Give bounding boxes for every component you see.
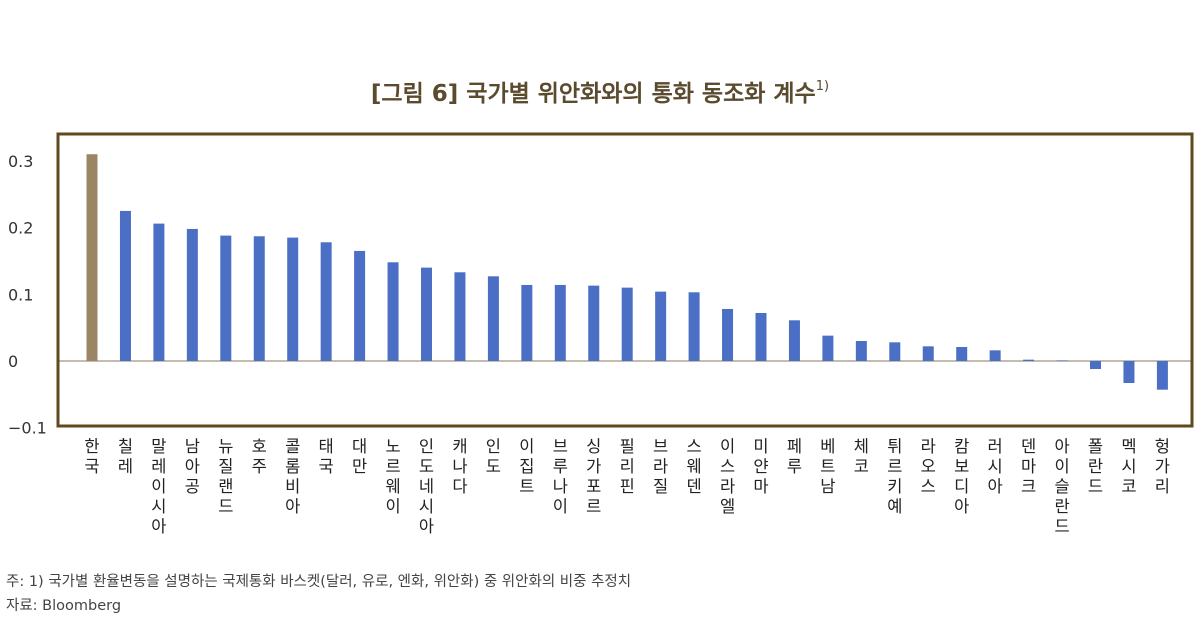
- footnote: 주: 1) 국가별 환율변동을 설명하는 국제통화 바스켓(달러, 유로, 엔화…: [6, 574, 632, 590]
- bars: [86, 154, 1168, 390]
- plot-frame: [56, 132, 1194, 428]
- bar: [855, 340, 867, 361]
- bar: [554, 284, 566, 361]
- bar: [487, 276, 499, 361]
- bar: [1156, 361, 1168, 390]
- bar: [989, 350, 1001, 361]
- bar: [1056, 360, 1068, 362]
- bar: [521, 284, 533, 361]
- bar: [722, 308, 734, 361]
- bar: [1123, 361, 1135, 384]
- y-tick-label: 0.3: [8, 152, 33, 171]
- y-tick-label: −0.1: [8, 419, 47, 438]
- bar: [454, 272, 466, 361]
- bar: [822, 335, 834, 361]
- bar: [320, 242, 332, 361]
- bar: [655, 291, 667, 361]
- bar: [186, 228, 198, 361]
- y-axis-labels: 0.3 0.2 0.1 0 −0.1: [8, 152, 47, 438]
- y-tick-label: 0: [8, 352, 18, 371]
- bar: [354, 250, 366, 361]
- bar: [1090, 361, 1101, 370]
- bar: [956, 346, 968, 361]
- bar: [621, 287, 633, 361]
- title-footnote-mark: 1): [815, 79, 830, 95]
- x-axis-labels: 한 국 칠 레 말 레 이 시 아 남 아 공 뉴 질 랜 드 호 주 콜 롬 비 아 태 국 대 만 노 르 웨 이 인 도 네 시 아 캐 나 다 인 도…: [84, 437, 1170, 536]
- bar: [788, 320, 800, 361]
- bar: [1023, 359, 1035, 361]
- chart-title: [그림 6] 국가별 위안화와의 통화 동조화 계수1): [0, 74, 1200, 108]
- bar: [421, 267, 432, 361]
- bar-chart: 0.3 0.2 0.1 0 −0.1 한 국 칠 레 말 레 이 시 아 남 아 공 뉴 질 랜 드 호 주 콜 롬 비 아 태 국 대…: [8, 132, 1194, 536]
- bar: [889, 342, 901, 361]
- bar: [153, 223, 165, 361]
- bar: [220, 235, 232, 361]
- bar: [287, 237, 299, 361]
- bar: [588, 285, 600, 361]
- source-note: 자료: Bloomberg: [6, 598, 122, 614]
- bar: [922, 346, 934, 361]
- bar: [253, 236, 265, 361]
- bar: [119, 210, 131, 361]
- bar: [755, 312, 767, 361]
- chart-title-text: [그림 6] 국가별 위안화와의 통화 동조화 계수: [370, 81, 816, 107]
- y-tick-label: 0.1: [8, 285, 33, 304]
- y-tick-label: 0.2: [8, 219, 33, 238]
- bar: [86, 154, 98, 361]
- bar: [688, 292, 700, 361]
- bar: [387, 262, 399, 361]
